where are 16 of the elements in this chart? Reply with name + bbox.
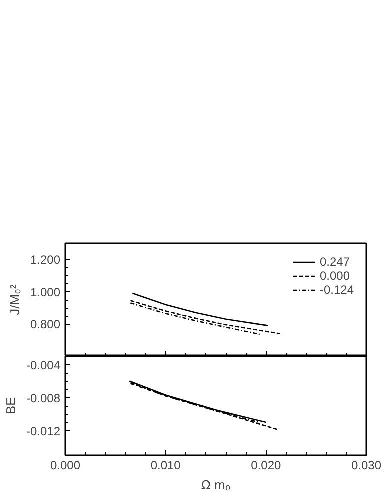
y-tick-label: 1.200 [30, 253, 61, 268]
y-axis-title: BE [3, 397, 18, 415]
y-tick-label: -0.004 [26, 358, 61, 372]
x-tick-label: 0.030 [351, 458, 382, 472]
y-tick-label: -0.008 [26, 391, 61, 406]
y-tick-label: 0.800 [30, 318, 61, 332]
x-axis-title: Ω m₀ [201, 478, 231, 492]
legend-label: 0.247 [320, 255, 350, 269]
legend-label: -0.124 [320, 283, 354, 297]
y-tick-label: 1.000 [30, 285, 61, 300]
legend-label: 0.000 [320, 269, 350, 283]
y-tick-label: -0.012 [26, 424, 61, 438]
x-tick-label: 0.020 [251, 458, 282, 472]
y-axis-title: J/M₀² [7, 284, 22, 316]
x-tick-label: 0.000 [50, 458, 81, 472]
x-tick-label: 0.010 [150, 458, 182, 472]
